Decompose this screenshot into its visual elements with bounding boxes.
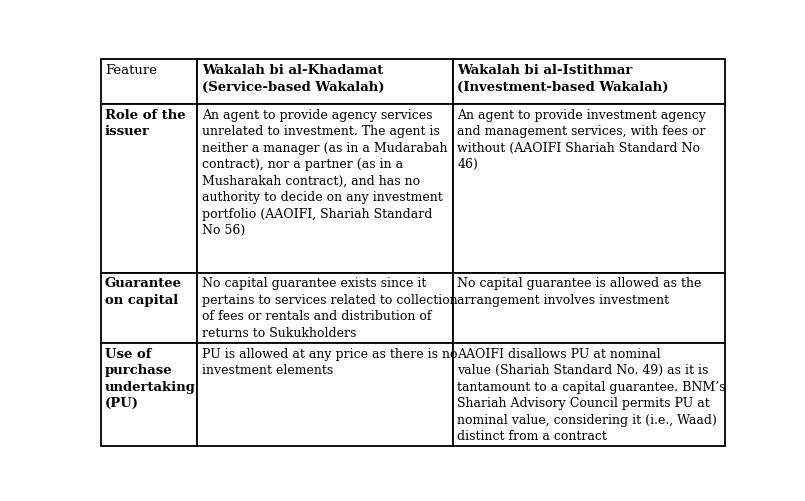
Text: No capital guarantee is allowed as the
arrangement involves investment: No capital guarantee is allowed as the a… (457, 277, 702, 307)
Text: PU is allowed at any price as there is no
investment elements: PU is allowed at any price as there is n… (202, 347, 457, 377)
Text: An agent to provide investment agency
and management services, with fees or
with: An agent to provide investment agency an… (457, 109, 706, 171)
Text: Guarantee
on capital: Guarantee on capital (105, 277, 182, 307)
Text: Use of
purchase
undertaking
(PU): Use of purchase undertaking (PU) (105, 347, 196, 409)
Text: No capital guarantee exists since it
pertains to services related to collection
: No capital guarantee exists since it per… (202, 277, 457, 339)
Text: Wakalah bi al-Istithmar
(Investment-based Wakalah): Wakalah bi al-Istithmar (Investment-base… (457, 64, 669, 93)
Text: Wakalah bi al-Khadamat
(Service-based Wakalah): Wakalah bi al-Khadamat (Service-based Wa… (202, 64, 384, 93)
Bar (453, 60, 724, 105)
Text: An agent to provide agency services
unrelated to investment. The agent is
neithe: An agent to provide agency services unre… (202, 109, 448, 237)
Bar (197, 60, 453, 105)
Bar (453, 273, 724, 343)
Bar (197, 273, 453, 343)
Bar (101, 273, 197, 343)
Text: Role of the
issuer: Role of the issuer (105, 109, 186, 138)
Bar (197, 105, 453, 273)
Bar (101, 60, 197, 105)
Bar (101, 343, 197, 446)
Text: AAOIFI disallows PU at nominal
value (Shariah Standard No. 49) as it is
tantamou: AAOIFI disallows PU at nominal value (Sh… (457, 347, 726, 442)
Bar (453, 343, 724, 446)
Text: Feature: Feature (105, 64, 157, 77)
Bar (101, 105, 197, 273)
Bar (197, 343, 453, 446)
Bar (453, 105, 724, 273)
